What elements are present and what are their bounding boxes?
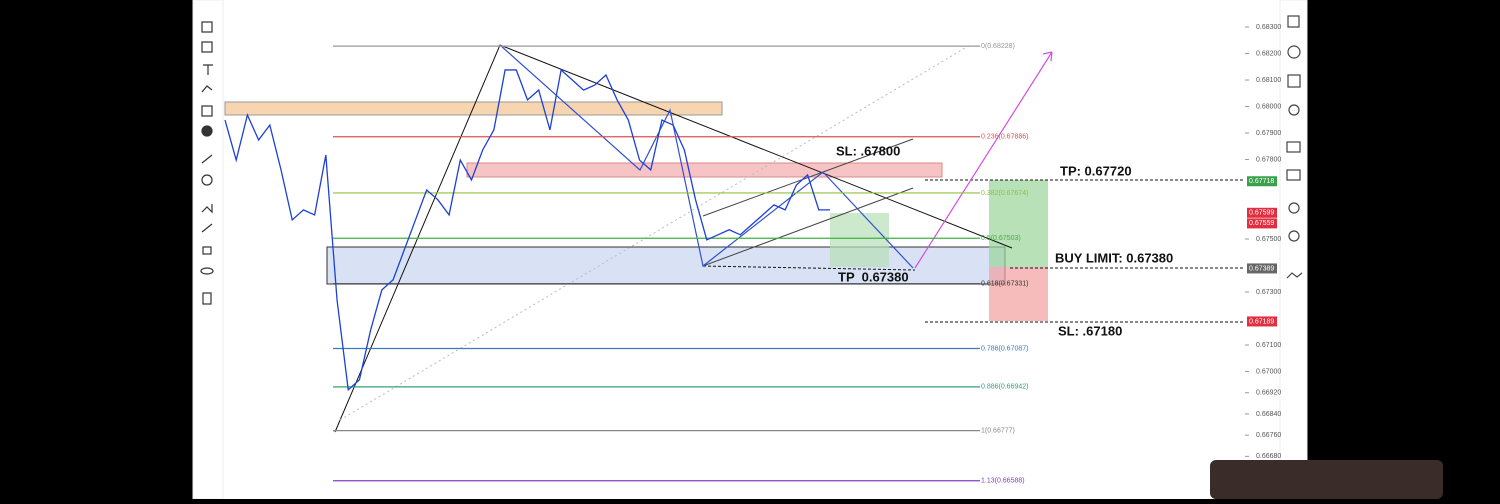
price-line [224,68,830,392]
left-toolbar[interactable] [192,0,224,500]
fib-diagonal [339,44,971,421]
price-badge [1247,218,1277,229]
y-tick-label: 0.66680 [1256,453,1281,460]
price-badge [1247,176,1277,187]
wave-pattern [499,44,914,269]
price-badge-label: 0.67389 [1249,265,1274,272]
annotation: TP 0.67380 [838,269,909,284]
y-tick-label: 0.67900 [1256,130,1281,137]
fib-label: 0.618(0.67331) [981,281,1028,288]
demand-zone [326,246,1006,285]
fib-label: 0.382(0.67674) [981,190,1028,197]
tool-icons[interactable] [200,21,214,305]
annotation: SL: .67800 [836,143,900,158]
loss-zone [989,267,1048,321]
y-tick-label: 0.68100 [1256,77,1281,84]
webcam-overlay [1210,460,1443,499]
fib-label: 0.886(0.66942) [981,384,1028,391]
price-badge-label: 0.67599 [1249,210,1274,217]
projection-arrow [914,51,1053,269]
supply-zone [224,101,723,116]
y-tick-label: 0.67500 [1256,236,1281,243]
y-tick-label: 0.67000 [1256,368,1281,375]
fib-label: 0.5(0.67503) [981,235,1021,242]
y-tick-label: 0.66840 [1256,411,1281,418]
price-badge [1247,316,1277,327]
right-icons[interactable] [1286,15,1303,279]
y-tick-label: 0.68300 [1256,24,1281,31]
y-tick-label: 0.67300 [1256,289,1281,296]
y-tick-label: 0.66920 [1256,390,1281,397]
y-tick-label: 0.66760 [1256,432,1281,439]
annotation: TP: 0.67720 [1060,163,1132,178]
right-toolbar[interactable] [1279,0,1308,500]
price-badge-label: 0.67189 [1249,318,1274,325]
small-profit-zone [830,213,889,267]
annotation: BUY LIMIT: 0.67380 [1055,250,1173,265]
resistance-zone [466,162,943,178]
profit-zone [989,180,1048,267]
annotation: SL: .67180 [1058,323,1122,338]
price-badge-label: 0.67559 [1249,220,1274,227]
fib-label: 0(0.68228) [981,43,1015,50]
y-tick-label: 0.68200 [1256,50,1281,57]
price-badge [1247,207,1277,218]
y-tick-label: 0.68000 [1256,103,1281,110]
fib-label: 1.13(0.66588) [981,478,1025,485]
fib-label: 1(0.66777) [981,427,1015,434]
price-badge [1247,263,1277,274]
price-badge-label: 0.67718 [1249,178,1274,185]
fib-label: 0.786(0.67087) [981,345,1028,352]
y-tick-label: 0.67800 [1256,156,1281,163]
fib-label: 0.236(0.67886) [981,134,1028,141]
y-tick-label: 0.67100 [1256,342,1281,349]
